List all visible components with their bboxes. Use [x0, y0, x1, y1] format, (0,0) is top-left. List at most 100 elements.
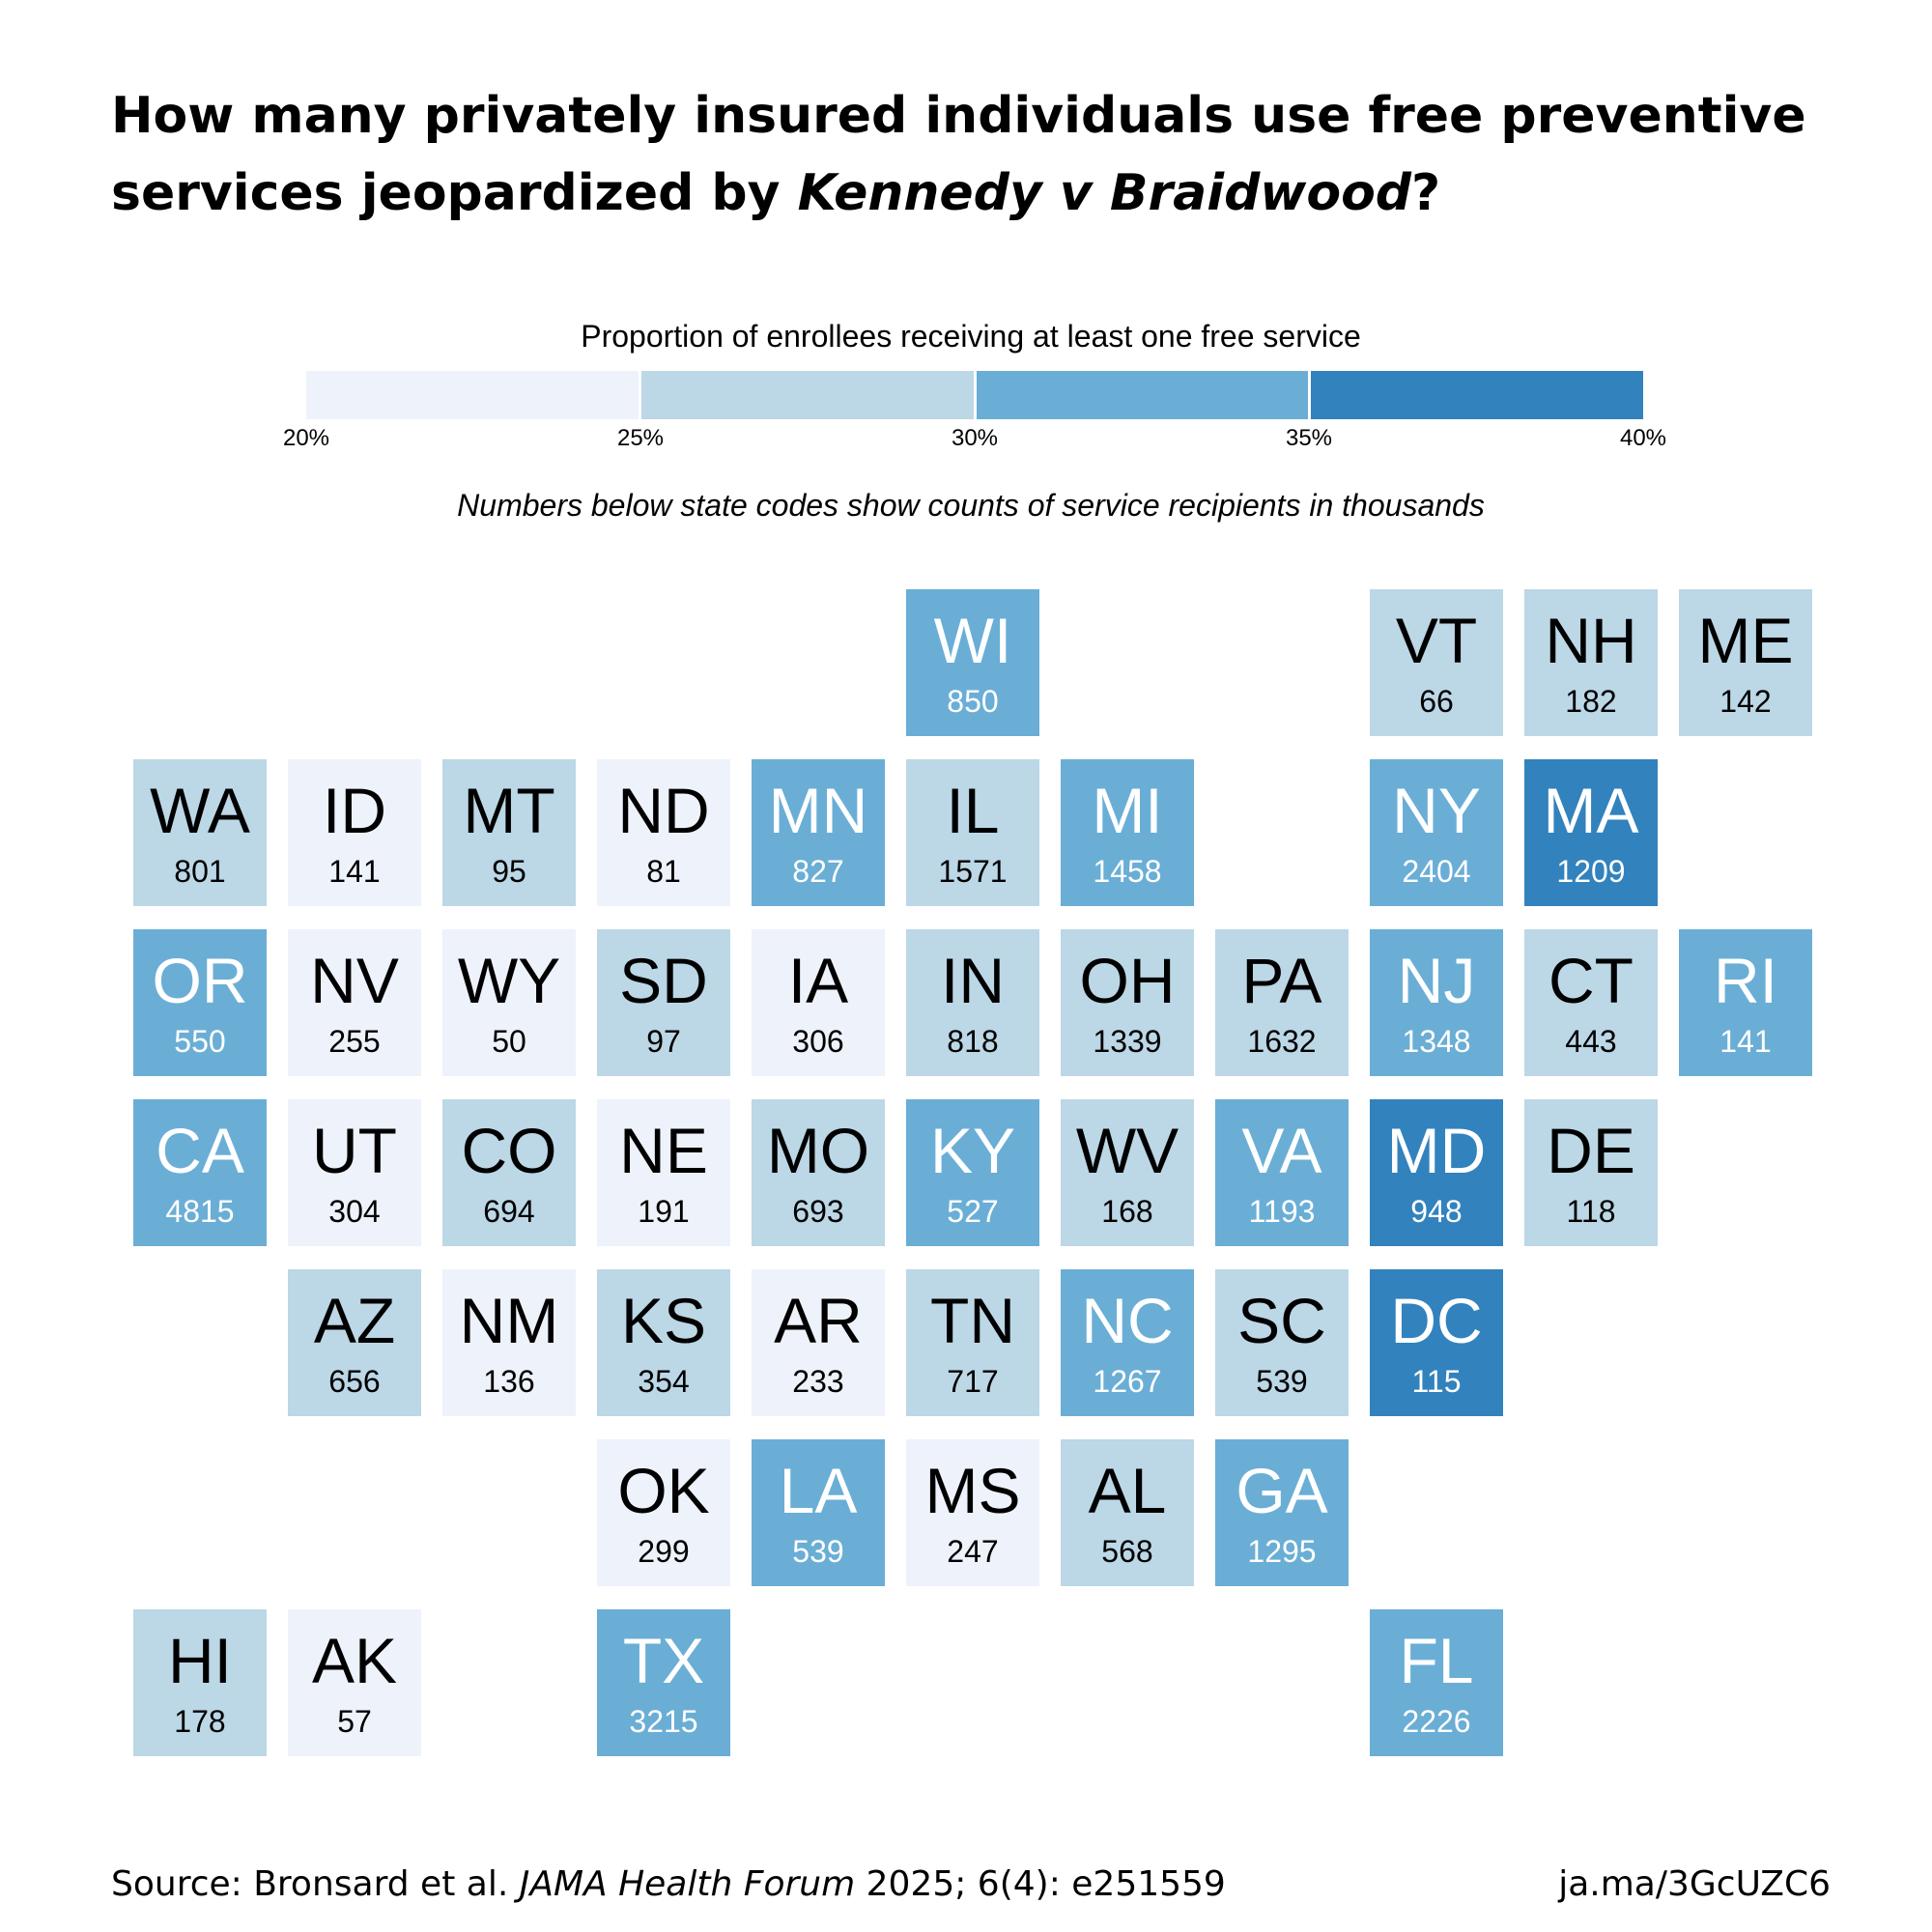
state-code: AR	[774, 1285, 863, 1356]
state-tile-wv: WV 168	[1061, 1099, 1194, 1246]
state-tile-nh: NH 182	[1524, 589, 1658, 736]
state-code: CT	[1548, 945, 1634, 1016]
state-code: DE	[1547, 1115, 1635, 1186]
state-code: MI	[1092, 775, 1163, 846]
state-code: SD	[619, 945, 708, 1016]
state-code: SC	[1237, 1285, 1326, 1356]
state-count: 354	[638, 1364, 690, 1399]
state-code: GA	[1236, 1455, 1328, 1526]
state-code: MN	[768, 775, 868, 846]
state-tile-ks: KS 354	[597, 1269, 730, 1416]
state-code: VT	[1395, 605, 1478, 676]
state-tile-mi: MI 1458	[1061, 759, 1194, 906]
state-count: 1295	[1247, 1534, 1317, 1569]
state-count: 827	[792, 854, 844, 889]
legend-bin-25-30	[640, 371, 977, 419]
state-code: LA	[779, 1455, 858, 1526]
state-count: 50	[492, 1024, 526, 1059]
state-count: 818	[947, 1024, 999, 1059]
state-tile-az: AZ 656	[288, 1269, 421, 1416]
legend-tick-label: 35%	[1285, 425, 1333, 451]
count-note: Numbers below state codes show counts of…	[457, 488, 1485, 523]
state-count: 255	[328, 1024, 381, 1059]
source-citation: Source: Bronsard et al. JAMA Health Foru…	[111, 1864, 1226, 1904]
state-code: MD	[1386, 1115, 1487, 1186]
state-code: NY	[1392, 775, 1481, 846]
state-count: 141	[1719, 1024, 1772, 1059]
state-tile-ar: AR 233	[752, 1269, 885, 1416]
legend-tick-label: 40%	[1619, 425, 1667, 451]
state-count: 539	[1256, 1364, 1308, 1399]
state-tile-mo: MO 693	[752, 1099, 885, 1246]
state-tile-ga: GA 1295	[1215, 1439, 1349, 1586]
state-code: NV	[310, 945, 399, 1016]
state-tile-wy: WY 50	[442, 929, 576, 1076]
state-tile-mt: MT 95	[442, 759, 576, 906]
state-count: 1193	[1248, 1194, 1316, 1229]
color-legend-bar	[306, 371, 1643, 419]
state-tile-ca: CA 4815	[133, 1099, 267, 1246]
state-code: HI	[168, 1625, 232, 1696]
state-tile-ms: MS 247	[906, 1439, 1039, 1586]
state-count: 233	[792, 1364, 844, 1399]
state-count: 306	[792, 1024, 844, 1059]
state-code: PA	[1241, 945, 1322, 1016]
state-tile-mn: MN 827	[752, 759, 885, 906]
state-code: NC	[1081, 1285, 1174, 1356]
state-tile-il: IL 1571	[906, 759, 1039, 906]
state-count: 1632	[1247, 1024, 1317, 1059]
state-count: 299	[638, 1534, 690, 1569]
title-line-1: How many privately insured individuals u…	[111, 87, 1806, 145]
state-code: RI	[1714, 945, 1777, 1016]
state-count: 850	[947, 684, 999, 719]
state-code: AL	[1088, 1455, 1167, 1526]
state-tile-al: AL 568	[1061, 1439, 1194, 1586]
state-code: NE	[619, 1115, 708, 1186]
state-code: IL	[946, 775, 1000, 846]
title-line-2-prefix: services jeopardized by	[111, 164, 798, 222]
short-link[interactable]: ja.ma/3GcUZC6	[1558, 1864, 1831, 1904]
state-code: NH	[1545, 605, 1637, 676]
state-count: 948	[1410, 1194, 1463, 1229]
state-tile-nm: NM 136	[442, 1269, 576, 1416]
state-code: NM	[459, 1285, 559, 1356]
state-tile-in: IN 818	[906, 929, 1039, 1076]
state-count: 3215	[629, 1704, 698, 1739]
state-code: MT	[463, 775, 555, 846]
state-tile-wa: WA 801	[133, 759, 267, 906]
state-code: WI	[933, 605, 1012, 676]
state-code: WY	[457, 945, 561, 1016]
state-tile-la: LA 539	[752, 1439, 885, 1586]
title-case-name: Kennedy v Braidwood	[797, 164, 1412, 222]
state-count: 142	[1719, 684, 1772, 719]
state-tile-de: DE 118	[1524, 1099, 1658, 1246]
state-tile-sd: SD 97	[597, 929, 730, 1076]
state-tile-co: CO 694	[442, 1099, 576, 1246]
state-tile-md: MD 948	[1370, 1099, 1503, 1246]
title-line-2-suffix: ?	[1411, 164, 1441, 222]
state-code: IA	[787, 945, 849, 1016]
state-tile-va: VA 1193	[1215, 1099, 1349, 1246]
source-journal: JAMA Health Forum	[519, 1864, 856, 1904]
state-count: 2404	[1402, 854, 1471, 889]
state-code: ND	[617, 775, 710, 846]
state-tile-hi: HI 178	[133, 1609, 267, 1756]
state-code: MS	[924, 1455, 1021, 1526]
state-count: 693	[792, 1194, 844, 1229]
state-tile-id: ID 141	[288, 759, 421, 906]
state-code: DC	[1390, 1285, 1483, 1356]
state-tile-ct: CT 443	[1524, 929, 1658, 1076]
state-code: CA	[156, 1115, 244, 1186]
state-tile-nv: NV 255	[288, 929, 421, 1076]
legend-tick-label: 30%	[951, 425, 999, 451]
state-code: FL	[1399, 1625, 1474, 1696]
state-code: AK	[311, 1625, 398, 1696]
state-count: 443	[1565, 1024, 1617, 1059]
state-code: NJ	[1397, 945, 1476, 1016]
state-code: IN	[941, 945, 1005, 1016]
state-tile-ma: MA 1209	[1524, 759, 1658, 906]
state-tile-ut: UT 304	[288, 1099, 421, 1246]
legend-bin-30-35	[976, 371, 1312, 419]
legend-title: Proportion of enrollees receiving at lea…	[581, 319, 1361, 354]
